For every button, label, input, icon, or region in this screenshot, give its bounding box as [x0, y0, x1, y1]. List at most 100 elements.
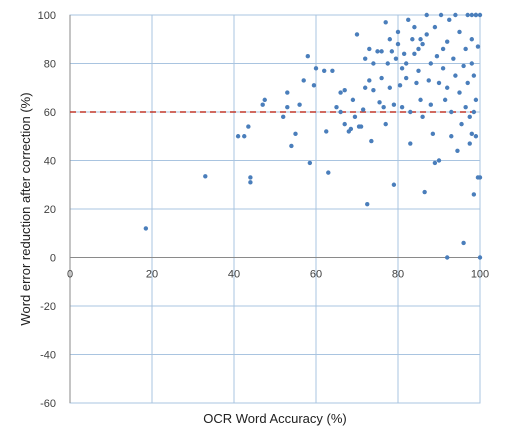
data-point [463, 46, 468, 52]
data-point [301, 78, 306, 83]
data-point [285, 104, 290, 110]
data-point [469, 37, 474, 42]
data-point [434, 54, 440, 59]
data-point [473, 134, 479, 139]
data-point [401, 51, 407, 56]
data-point [260, 102, 265, 107]
x-axis-title: OCR Word Accuracy (%) [203, 411, 347, 426]
x-tick-label: 40 [228, 269, 240, 281]
data-point [399, 104, 405, 110]
data-point [367, 46, 372, 52]
data-point [459, 121, 464, 127]
x-tick-label: 60 [310, 269, 322, 281]
data-point [432, 24, 438, 30]
data-point [242, 134, 247, 139]
data-point [465, 12, 470, 18]
data-point [375, 49, 380, 54]
data-point [440, 46, 446, 52]
data-point [420, 41, 425, 47]
data-point [381, 104, 386, 110]
data-point [246, 124, 251, 129]
data-point [471, 192, 477, 197]
grid-lines [69, 14, 481, 404]
data-point [471, 73, 477, 78]
data-point [293, 131, 298, 137]
data-point [416, 46, 421, 52]
data-point [385, 61, 390, 66]
data-point [438, 12, 444, 18]
data-point [358, 124, 364, 129]
data-point [451, 56, 456, 61]
data-point [143, 226, 149, 231]
data-point [477, 175, 483, 180]
data-point [420, 114, 425, 120]
data-point [377, 100, 382, 105]
data-point [326, 170, 331, 175]
data-point [473, 97, 479, 103]
data-point [453, 12, 458, 18]
data-point [473, 12, 479, 18]
data-point [248, 180, 253, 185]
data-point [436, 80, 442, 86]
data-point [430, 131, 436, 137]
data-point [404, 75, 409, 81]
data-point [313, 66, 319, 71]
y-tick-label: -60 [40, 398, 56, 410]
data-point [453, 73, 458, 78]
data-point [379, 49, 384, 54]
data-point [383, 121, 388, 127]
data-point [371, 61, 376, 66]
data-point [305, 54, 310, 59]
y-tick-label: 0 [50, 253, 56, 265]
data-point [360, 107, 366, 112]
data-point [428, 61, 433, 66]
x-tick-label: 20 [146, 269, 158, 281]
data-point [387, 37, 392, 42]
data-point [371, 87, 376, 93]
data-point [363, 85, 368, 90]
data-points [143, 12, 483, 260]
y-tick-label: 40 [44, 156, 56, 168]
data-point [334, 104, 339, 110]
data-point [324, 129, 329, 134]
data-point [322, 68, 327, 73]
data-point [457, 29, 462, 35]
data-point [424, 12, 429, 18]
y-tick-label: 60 [44, 107, 56, 119]
data-point [387, 85, 392, 90]
data-point [311, 83, 317, 88]
y-tick-label: 100 [38, 10, 56, 22]
data-point [395, 41, 401, 47]
data-point [391, 182, 397, 187]
data-point [338, 90, 343, 95]
data-point [248, 175, 253, 180]
data-point [330, 68, 335, 73]
data-point [469, 12, 474, 18]
data-point [463, 104, 468, 110]
data-point [469, 131, 474, 137]
data-point [465, 80, 470, 86]
data-point [379, 75, 384, 81]
data-point [461, 63, 466, 69]
data-point [442, 97, 448, 103]
data-point [297, 102, 302, 107]
data-point [467, 114, 472, 120]
data-point [410, 37, 415, 42]
data-point [477, 255, 483, 260]
data-point [445, 255, 450, 260]
data-point [203, 174, 208, 179]
data-point [389, 49, 395, 54]
data-point [440, 66, 446, 71]
data-point [348, 126, 354, 132]
data-point [418, 37, 423, 42]
data-point [342, 121, 347, 127]
data-point [262, 97, 267, 103]
data-point [424, 32, 429, 37]
data-point [397, 83, 403, 88]
y-tick-label: -40 [40, 350, 56, 362]
data-point [281, 114, 286, 120]
x-tick-label: 80 [392, 269, 404, 281]
data-point [436, 158, 442, 163]
data-point [445, 39, 450, 44]
